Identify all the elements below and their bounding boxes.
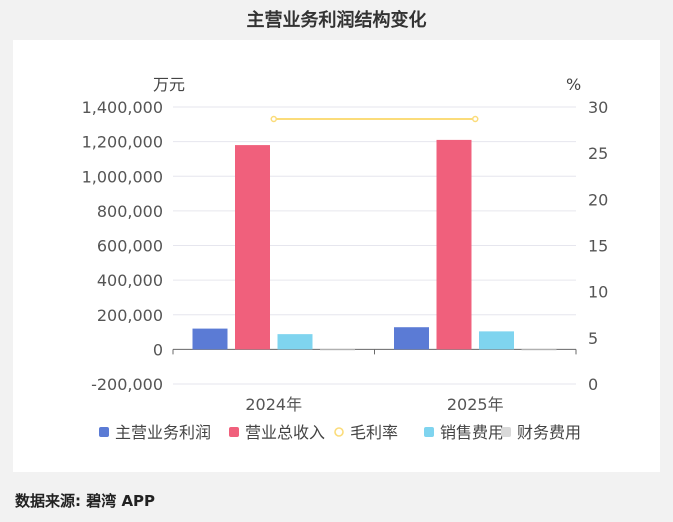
right-tick-label: 0 xyxy=(588,375,598,394)
x-tick-label: 2024年 xyxy=(245,395,302,414)
bar-销售费用 xyxy=(277,334,313,350)
legend-marker xyxy=(501,427,511,437)
bar-财务费用 xyxy=(320,349,355,351)
point-毛利率 xyxy=(472,115,479,123)
left-tick-label: -200,000 xyxy=(91,375,163,394)
left-tick-label: 0 xyxy=(153,340,163,359)
right-tick-label: 10 xyxy=(588,283,608,302)
x-tick-label: 2025年 xyxy=(447,395,504,414)
left-tick-label: 1,400,000 xyxy=(82,98,163,117)
right-tick-label: 30 xyxy=(588,98,608,117)
legend-label: 毛利率 xyxy=(350,423,398,442)
left-axis-unit: 万元 xyxy=(153,75,185,94)
left-tick-label: 800,000 xyxy=(97,202,163,221)
bar-营业总收入 xyxy=(235,145,270,350)
left-tick-label: 1,000,000 xyxy=(82,167,163,186)
chart-panel: -200,000 0 200,000 400,000 600,000 800,000 1,0… xyxy=(13,40,660,472)
left-tick-label: 600,000 xyxy=(97,237,163,256)
left-tick-label: 400,000 xyxy=(97,271,163,290)
chart-svg: -200,000 0 200,000 400,000 600,000 800,000 1,0… xyxy=(82,75,609,442)
right-tick-label: 25 xyxy=(588,144,608,163)
bar-销售费用 xyxy=(479,331,514,350)
bar-财务费用 xyxy=(521,349,557,351)
legend-label: 销售费用 xyxy=(440,423,504,442)
legend-marker xyxy=(334,427,344,437)
legend-label: 主营业务利润 xyxy=(115,423,211,442)
data-source: 数据来源: 碧湾 APP xyxy=(15,492,156,510)
left-tick-label: 200,000 xyxy=(97,306,163,325)
right-tick-label: 5 xyxy=(588,329,598,348)
legend-marker xyxy=(99,427,109,437)
right-tick-label: 15 xyxy=(588,237,608,256)
bar-主营业务利润 xyxy=(192,328,228,350)
bar-主营业务利润 xyxy=(394,327,429,350)
legend-label: 财务费用 xyxy=(517,423,581,442)
point-毛利率 xyxy=(270,115,277,123)
right-tick-label: 20 xyxy=(588,190,608,209)
legend-marker xyxy=(229,427,239,437)
right-axis-unit: % xyxy=(566,75,581,94)
chart-title: 主营业务利润结构变化 xyxy=(246,10,427,31)
bar-营业总收入 xyxy=(436,139,472,350)
left-tick-label: 1,200,000 xyxy=(82,133,163,152)
legend-marker xyxy=(424,427,434,437)
legend-label: 营业总收入 xyxy=(245,423,325,442)
